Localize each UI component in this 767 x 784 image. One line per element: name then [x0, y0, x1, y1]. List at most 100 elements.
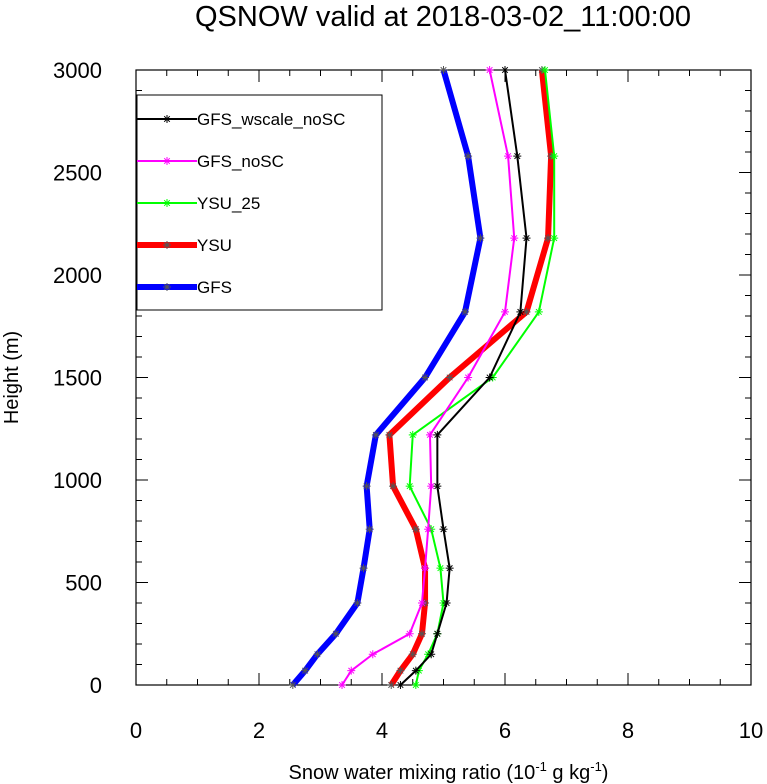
series-line: [386, 69, 555, 687]
data-point: [389, 482, 398, 491]
data-point: [442, 599, 451, 607]
x-axis-label-main: Snow water mixing ratio (10: [289, 762, 536, 784]
series-line: [408, 69, 556, 686]
legend-label: YSU_25: [197, 194, 260, 213]
data-point: [522, 307, 531, 316]
data-point: [461, 307, 470, 316]
data-point: [501, 307, 509, 316]
data-point: [408, 650, 417, 659]
y-tick-label: 2000: [53, 263, 102, 288]
data-point: [301, 666, 310, 675]
y-tick-label: 500: [65, 571, 102, 596]
data-point: [371, 430, 380, 439]
data-point: [396, 666, 405, 675]
data-point: [439, 66, 448, 74]
y-axis-label: Height (m): [1, 331, 23, 424]
data-point: [163, 115, 171, 123]
data-point: [445, 373, 454, 382]
legend: GFS_wscale_noSC GFS_noSC YSU_25 YSU GFS: [136, 94, 383, 311]
data-point: [387, 681, 396, 689]
data-point: [421, 373, 430, 382]
data-point: [485, 66, 494, 74]
data-point: [433, 430, 442, 439]
series-line: [290, 69, 484, 687]
data-point: [516, 307, 525, 316]
x-tick-label: 4: [376, 718, 388, 743]
legend-item: YSU_25: [137, 194, 260, 213]
data-point: [464, 373, 473, 382]
data-point: [436, 564, 445, 573]
y-tick-label: 3000: [53, 58, 102, 83]
data-point: [362, 482, 371, 491]
legend-label: GFS: [197, 278, 232, 297]
data-point: [417, 599, 426, 607]
data-point: [439, 525, 448, 534]
data-point: [163, 283, 171, 291]
data-point: [534, 307, 543, 316]
x-axis-label-sup2: -1: [590, 759, 602, 774]
data-point: [411, 525, 420, 534]
data-point: [510, 234, 519, 243]
series-line: [341, 69, 516, 686]
x-tick-label: 8: [622, 718, 634, 743]
data-point: [405, 482, 414, 491]
legend-item: GFS_noSC: [137, 152, 284, 171]
x-axis-label-end: ): [602, 762, 609, 784]
data-point: [485, 373, 494, 382]
data-point: [411, 681, 420, 689]
legend-label: GFS_noSC: [197, 152, 284, 171]
data-point: [405, 629, 414, 638]
data-point: [338, 681, 347, 689]
data-point: [417, 629, 426, 638]
data-point: [288, 681, 297, 689]
data-point: [424, 525, 433, 534]
y-tick-label: 1000: [53, 468, 102, 493]
series-gfs-wscale-nosc: [396, 66, 531, 689]
x-tick-label: 2: [253, 718, 265, 743]
data-point: [433, 629, 442, 638]
data-point: [550, 152, 559, 161]
data-point: [464, 152, 473, 161]
x-tick-labels: 0 2 4 6 8 10: [130, 718, 763, 743]
data-point: [313, 650, 322, 659]
data-point: [408, 430, 417, 439]
data-point: [513, 152, 522, 161]
data-point: [433, 482, 442, 491]
data-point: [550, 234, 559, 243]
data-point: [522, 234, 531, 243]
series-layer: [288, 66, 559, 689]
data-point: [163, 199, 171, 207]
data-point: [368, 650, 377, 659]
data-point: [445, 564, 454, 573]
x-axis-label-sup1: -1: [535, 759, 547, 774]
data-point: [365, 525, 374, 534]
y-tick-label: 1500: [53, 366, 102, 391]
legend-item: GFS: [137, 278, 232, 297]
x-tick-label: 0: [130, 718, 142, 743]
data-point: [411, 666, 420, 675]
data-point: [359, 564, 368, 573]
chart-title: QSNOW valid at 2018-03-02_11:00:00: [195, 1, 691, 33]
data-point: [396, 681, 405, 689]
data-point: [163, 157, 171, 165]
legend-label: YSU: [197, 236, 232, 255]
x-tick-label: 6: [499, 718, 511, 743]
data-point: [427, 650, 436, 659]
series-ysu: [385, 66, 556, 689]
data-point: [331, 629, 340, 638]
data-point: [421, 564, 430, 573]
x-axis-label-mid: g kg: [547, 762, 590, 784]
y-tick-label: 2500: [53, 161, 102, 186]
y-tick-label: 0: [90, 673, 102, 698]
legend-item: GFS_wscale_noSC: [137, 110, 345, 129]
x-axis-label: Snow water mixing ratio (10-1 g kg-1): [289, 759, 609, 784]
data-point: [353, 599, 362, 607]
data-point: [425, 430, 434, 439]
series-gfs: [288, 66, 485, 689]
data-point: [504, 152, 513, 161]
data-point: [347, 666, 356, 675]
data-point: [540, 66, 549, 74]
y-tick-labels: 0 500 1000 1500 2000 2500 3000: [53, 58, 102, 698]
series-line: [399, 69, 528, 686]
